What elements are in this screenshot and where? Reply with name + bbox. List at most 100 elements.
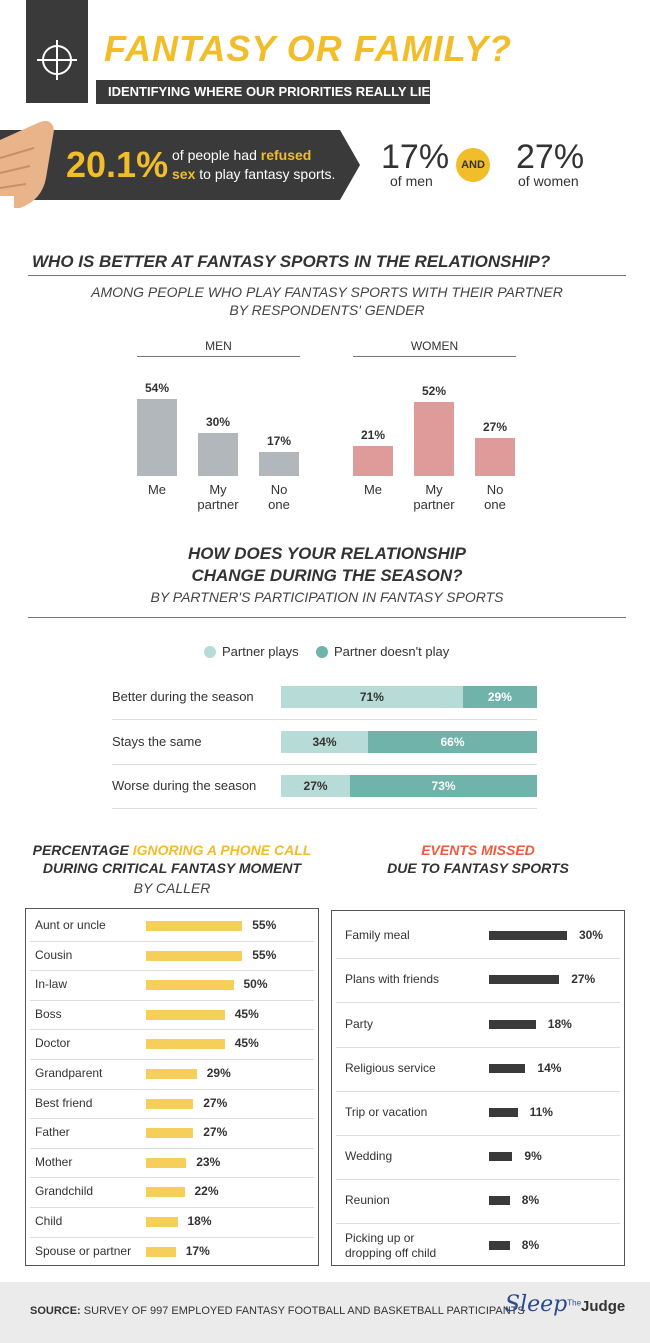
events-value-wedding: 9% <box>524 1149 542 1164</box>
section2-title-line1: HOW DOES YOUR RELATIONSHIP <box>187 544 466 563</box>
phone-bar-father <box>146 1128 194 1139</box>
section4-title-line1: EVENTS MISSED <box>421 842 535 858</box>
women-chart-rule <box>353 356 516 357</box>
events-label-trip-or-vacation: Trip or vacation <box>345 1104 428 1119</box>
section1-rule <box>28 275 626 276</box>
section4-title-line2: DUE TO FANTASY SPORTS <box>387 860 569 876</box>
men-bar-my-partner <box>198 433 238 476</box>
phone-value-doctor: 45% <box>234 1036 259 1051</box>
phone-divider-4 <box>30 1059 314 1060</box>
events-bar-picking-up-or-dropping-off-child <box>489 1240 510 1250</box>
phone-label-mother: Mother <box>35 1154 73 1169</box>
events-value-reunion: 8% <box>521 1193 540 1208</box>
men-tick-my-partner: My partner <box>197 482 239 512</box>
phone-divider-1 <box>30 970 314 972</box>
stacked-seg-stays-the-same-partner-doesn-t-play: 66% <box>368 731 537 753</box>
phone-bar-boss <box>146 1009 225 1020</box>
events-label-plans-with-friends: Plans with friends <box>345 972 440 987</box>
men-label-me: 54% <box>144 381 170 396</box>
phone-divider-2 <box>30 999 314 1001</box>
events-value-picking-up-or-dropping-off-child: 8% <box>521 1237 540 1252</box>
phone-bar-mother <box>146 1157 187 1168</box>
stacked-row-divider-worse-during-the-season <box>112 808 537 809</box>
phone-bar-child <box>146 1217 178 1227</box>
phone-bar-best-friend <box>146 1098 194 1109</box>
phone-divider-3 <box>30 1029 314 1031</box>
stacked-seg-stays-the-same-partner-plays: 34% <box>281 731 369 753</box>
section2-subtitle: BY PARTNER'S PARTICIPATION IN FANTASY SP… <box>150 589 504 605</box>
stacked-row-divider-stays-the-same <box>112 764 537 765</box>
phone-value-grandparent: 29% <box>206 1066 231 1080</box>
women-refused-label: of women <box>518 173 579 189</box>
women-label-me: 21% <box>360 428 386 443</box>
events-value-party: 18% <box>547 1016 572 1031</box>
women-refused-pct: 27% <box>516 138 585 176</box>
events-value-trip-or-vacation: 11% <box>529 1104 553 1119</box>
phone-bar-cousin <box>146 950 243 961</box>
hand-stop-icon <box>0 121 54 212</box>
phone-label-spouse-or-partner: Spouse or partner <box>35 1243 132 1258</box>
events-label-party: Party <box>345 1016 374 1031</box>
events-divider-0 <box>336 958 620 960</box>
stacked-seg-better-during-the-season-partner-plays: 71% <box>281 686 463 708</box>
legend-dot-partner-plays <box>204 646 216 658</box>
phone-value-spouse-or-partner: 17% <box>185 1243 210 1258</box>
women-bar-no-one <box>475 437 515 476</box>
events-label-religious-service: Religious service <box>345 1060 436 1075</box>
events-divider-2 <box>336 1046 620 1048</box>
phone-value-aunt-or-uncle: 55% <box>252 918 277 932</box>
men-refused-label: of men <box>390 173 433 189</box>
women-label-my-partner: 52% <box>421 384 447 399</box>
section2-title-line2: CHANGE DURING THE SEASON? <box>191 566 463 585</box>
phone-label-best-friend: Best friend <box>35 1095 93 1110</box>
men-refused-pct: 17% <box>381 138 450 176</box>
stacked-row-label-better-during-the-season: Better during the season <box>112 689 254 704</box>
legend-partner-doesnt-play: Partner doesn't play <box>316 644 449 659</box>
phone-label-cousin: Cousin <box>35 947 73 962</box>
phone-divider-10 <box>30 1236 314 1238</box>
phone-divider-9 <box>30 1207 314 1208</box>
events-label-picking-up-or-dropping-off-child: Picking up or dropping off child <box>345 1230 437 1260</box>
men-bar-me <box>137 399 177 476</box>
stacked-seg-better-during-the-season-partner-doesn-t-play: 29% <box>462 686 537 708</box>
page-subtitle: IDENTIFYING WHERE OUR PRIORITIES REALLY … <box>96 80 430 104</box>
legend-dot-partner-doesnt-play <box>316 646 328 658</box>
phone-label-aunt-or-uncle: Aunt or uncle <box>35 918 106 932</box>
phone-bar-spouse-or-partner <box>146 1246 176 1257</box>
legend-partner-plays: Partner plays <box>204 644 299 659</box>
phone-label-child: Child <box>35 1214 63 1228</box>
phone-divider-0 <box>30 940 314 942</box>
section1-title: WHO IS BETTER AT FANTASY SPORTS IN THE R… <box>32 252 551 271</box>
phone-divider-6 <box>30 1118 314 1120</box>
section3-subtitle: BY CALLER <box>133 880 211 896</box>
page-title: FANTASY OR FAMILY? <box>104 28 513 69</box>
section2-rule <box>28 617 626 618</box>
events-bar-religious-service <box>489 1063 526 1073</box>
events-bar-family-meal <box>489 931 567 941</box>
women-bar-my-partner <box>414 402 454 476</box>
events-bar-plans-with-friends <box>489 975 560 985</box>
events-bar-wedding <box>489 1152 513 1162</box>
phone-value-grandchild: 22% <box>194 1184 219 1199</box>
women-tick-no-one: No one <box>484 482 506 512</box>
events-value-family-meal: 30% <box>579 928 604 943</box>
women-chart-title: WOMEN <box>410 339 459 353</box>
and-badge: AND <box>456 148 490 182</box>
events-bar-trip-or-vacation <box>489 1107 518 1117</box>
phone-bar-grandparent <box>146 1069 197 1079</box>
stat-band <box>0 130 360 200</box>
women-label-no-one: 27% <box>482 419 508 434</box>
men-label-my-partner: 30% <box>205 415 231 430</box>
refused-sex-text: of people had refused sex to play fantas… <box>172 147 336 182</box>
brand-logo: SleepTheJudge <box>505 1292 626 1317</box>
phone-divider-7 <box>30 1147 314 1149</box>
section1-subtitle-line1: AMONG PEOPLE WHO PLAY FANTASY SPORTS WIT… <box>91 284 563 300</box>
section3-title-line2: DURING CRITICAL FANTASY MOMENT <box>42 860 302 876</box>
phone-divider-5 <box>30 1088 314 1090</box>
events-label-family-meal: Family meal <box>345 928 410 943</box>
men-bar-no-one <box>259 451 299 476</box>
stacked-row-label-worse-during-the-season: Worse during the season <box>112 778 257 793</box>
events-value-religious-service: 14% <box>537 1060 562 1075</box>
section3-title-line1: PERCENTAGE IGNORING A PHONE CALL <box>32 842 312 858</box>
events-divider-1 <box>336 1002 620 1004</box>
